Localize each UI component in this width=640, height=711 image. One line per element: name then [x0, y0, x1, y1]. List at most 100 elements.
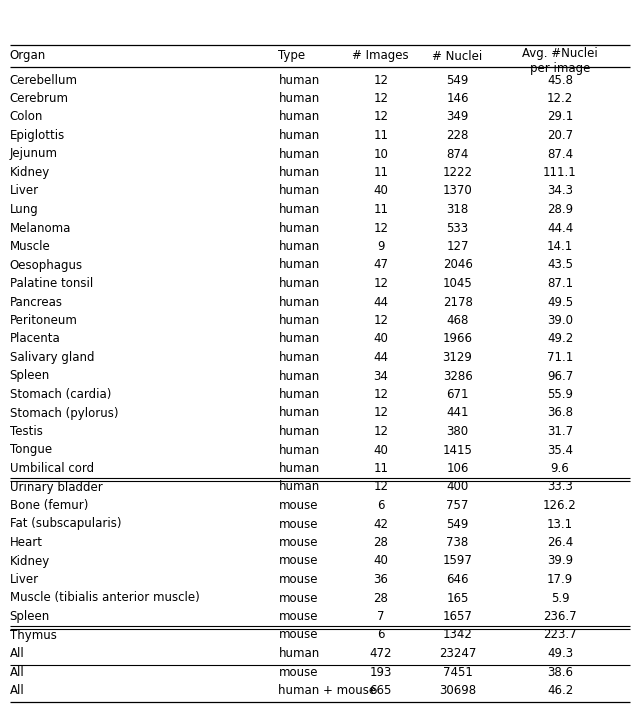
Text: human: human	[278, 407, 319, 419]
Text: mouse: mouse	[278, 629, 318, 641]
Text: 40: 40	[373, 444, 388, 456]
Text: 11: 11	[373, 203, 388, 216]
Text: Kidney: Kidney	[10, 555, 50, 567]
Text: 549: 549	[447, 518, 468, 530]
Text: 55.9: 55.9	[547, 388, 573, 401]
Text: 46.2: 46.2	[547, 684, 573, 697]
Text: Tongue: Tongue	[10, 444, 52, 456]
Text: 1370: 1370	[443, 184, 472, 198]
Text: 23247: 23247	[439, 647, 476, 660]
Text: Testis: Testis	[10, 425, 42, 438]
Text: 12: 12	[373, 277, 388, 290]
Text: 223.7: 223.7	[543, 629, 577, 641]
Text: 17.9: 17.9	[547, 573, 573, 586]
Text: 1597: 1597	[443, 555, 472, 567]
Text: human: human	[278, 481, 319, 493]
Text: 42: 42	[373, 518, 388, 530]
Text: 472: 472	[369, 647, 392, 660]
Text: 2178: 2178	[443, 296, 472, 309]
Text: human: human	[278, 296, 319, 309]
Text: human: human	[278, 314, 319, 327]
Text: 1045: 1045	[443, 277, 472, 290]
Text: 10: 10	[373, 147, 388, 161]
Text: 47: 47	[373, 259, 388, 272]
Text: human: human	[278, 166, 319, 179]
Text: Cerebellum: Cerebellum	[10, 73, 77, 87]
Text: 44.4: 44.4	[547, 222, 573, 235]
Text: 12: 12	[373, 110, 388, 124]
Text: 380: 380	[447, 425, 468, 438]
Text: 12: 12	[373, 407, 388, 419]
Text: human + mouse: human + mouse	[278, 684, 376, 697]
Text: mouse: mouse	[278, 592, 318, 604]
Text: 12: 12	[373, 73, 388, 87]
Text: Umbilical cord: Umbilical cord	[10, 462, 93, 475]
Text: 11: 11	[373, 129, 388, 142]
Text: Jejunum: Jejunum	[10, 147, 58, 161]
Text: 33.3: 33.3	[547, 481, 573, 493]
Text: Kidney: Kidney	[10, 166, 50, 179]
Text: 3286: 3286	[443, 370, 472, 383]
Text: 549: 549	[447, 73, 468, 87]
Text: Muscle (tibialis anterior muscle): Muscle (tibialis anterior muscle)	[10, 592, 199, 604]
Text: 39.0: 39.0	[547, 314, 573, 327]
Text: 40: 40	[373, 555, 388, 567]
Text: 5.9: 5.9	[550, 592, 570, 604]
Text: # Images: # Images	[353, 50, 409, 63]
Text: Liver: Liver	[10, 184, 39, 198]
Text: Oesophagus: Oesophagus	[10, 259, 83, 272]
Text: human: human	[278, 462, 319, 475]
Text: 49.2: 49.2	[547, 333, 573, 346]
Text: 9.6: 9.6	[550, 462, 570, 475]
Text: 29.1: 29.1	[547, 110, 573, 124]
Text: human: human	[278, 647, 319, 660]
Text: Bone (femur): Bone (femur)	[10, 499, 88, 512]
Text: 14.1: 14.1	[547, 240, 573, 253]
Text: Avg. #Nuclei
per image: Avg. #Nuclei per image	[522, 47, 598, 75]
Text: Thymus: Thymus	[10, 629, 56, 641]
Text: 28: 28	[373, 592, 388, 604]
Text: All: All	[10, 647, 24, 660]
Text: 7: 7	[377, 610, 385, 623]
Text: Stomach (pylorus): Stomach (pylorus)	[10, 407, 118, 419]
Text: 1222: 1222	[443, 166, 472, 179]
Text: Epiglottis: Epiglottis	[10, 129, 65, 142]
Text: 12: 12	[373, 425, 388, 438]
Text: 165: 165	[447, 592, 468, 604]
Text: 34: 34	[373, 370, 388, 383]
Text: 236.7: 236.7	[543, 610, 577, 623]
Text: human: human	[278, 184, 319, 198]
Text: 441: 441	[446, 407, 469, 419]
Text: 36: 36	[373, 573, 388, 586]
Text: Urinary bladder: Urinary bladder	[10, 481, 102, 493]
Text: human: human	[278, 110, 319, 124]
Text: 126.2: 126.2	[543, 499, 577, 512]
Text: 30698: 30698	[439, 684, 476, 697]
Text: 228: 228	[447, 129, 468, 142]
Text: 671: 671	[446, 388, 469, 401]
Text: Fat (subscapularis): Fat (subscapularis)	[10, 518, 121, 530]
Text: human: human	[278, 277, 319, 290]
Text: human: human	[278, 222, 319, 235]
Text: human: human	[278, 240, 319, 253]
Text: human: human	[278, 73, 319, 87]
Text: Cerebrum: Cerebrum	[10, 92, 68, 105]
Text: Muscle: Muscle	[10, 240, 51, 253]
Text: Stomach (cardia): Stomach (cardia)	[10, 388, 111, 401]
Text: mouse: mouse	[278, 573, 318, 586]
Text: 20.7: 20.7	[547, 129, 573, 142]
Text: human: human	[278, 351, 319, 364]
Text: 26.4: 26.4	[547, 536, 573, 549]
Text: 3129: 3129	[443, 351, 472, 364]
Text: Placenta: Placenta	[10, 333, 60, 346]
Text: human: human	[278, 147, 319, 161]
Text: human: human	[278, 129, 319, 142]
Text: 318: 318	[447, 203, 468, 216]
Text: 2046: 2046	[443, 259, 472, 272]
Text: 44: 44	[373, 296, 388, 309]
Text: 874: 874	[447, 147, 468, 161]
Text: Lung: Lung	[10, 203, 38, 216]
Text: 87.1: 87.1	[547, 277, 573, 290]
Text: human: human	[278, 259, 319, 272]
Text: 1657: 1657	[443, 610, 472, 623]
